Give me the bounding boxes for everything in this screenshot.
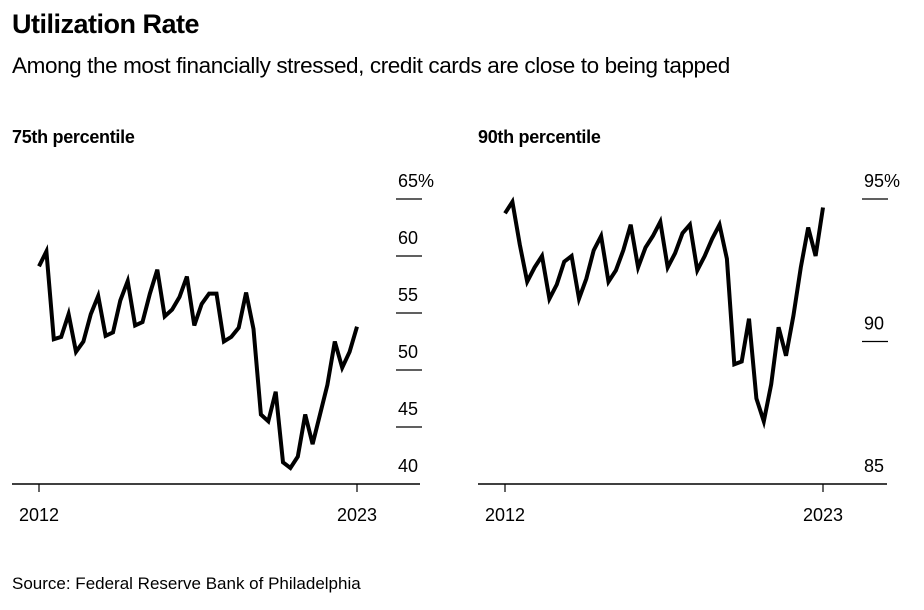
panel-title-75th: 75th percentile (12, 127, 135, 147)
y-tick-label: 95% (864, 171, 900, 191)
series-line-75th (37, 244, 359, 471)
chart-75th-percentile: 40 45 50 55 60 65% 2012 2023 (12, 171, 434, 525)
y-tick-label: 40 (398, 456, 418, 476)
panel-title-90th: 90th percentile (478, 127, 601, 147)
x-tick-label: 2023 (337, 505, 377, 525)
y-tick-label: 90 (864, 314, 884, 334)
chart-title: Utilization Rate (12, 9, 200, 39)
y-tick-label: 85 (864, 456, 884, 476)
y-tick-label: 45 (398, 399, 418, 419)
y-tick-label: 60 (398, 228, 418, 248)
chart-90th-percentile: 85 90 95% 2012 2023 (478, 171, 900, 525)
y-tick-label: 55 (398, 285, 418, 305)
source-note: Source: Federal Reserve Bank of Philadel… (12, 574, 361, 593)
chart-subtitle: Among the most financially stressed, cre… (12, 53, 730, 78)
x-tick-label: 2012 (485, 505, 525, 525)
y-tick-label: 65% (398, 171, 434, 191)
x-tick-label: 2012 (19, 505, 59, 525)
series-line-90th (503, 196, 825, 430)
y-tick-label: 50 (398, 342, 418, 362)
x-tick-label: 2023 (803, 505, 843, 525)
